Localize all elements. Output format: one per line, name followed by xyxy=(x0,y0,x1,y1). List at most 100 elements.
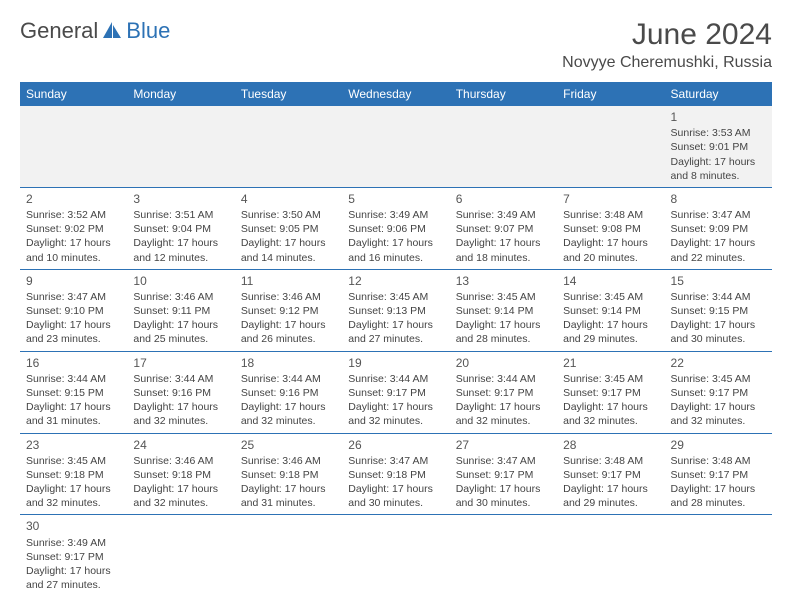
day-number: 3 xyxy=(133,191,228,207)
sunset-text: Sunset: 9:05 PM xyxy=(241,222,336,236)
sunset-text: Sunset: 9:17 PM xyxy=(456,468,551,482)
day-number: 21 xyxy=(563,355,658,371)
sunset-text: Sunset: 9:18 PM xyxy=(26,468,121,482)
calendar-cell: 26Sunrise: 3:47 AMSunset: 9:18 PMDayligh… xyxy=(342,433,449,515)
calendar-cell: 17Sunrise: 3:44 AMSunset: 9:16 PMDayligh… xyxy=(127,351,234,433)
location: Novyye Cheremushki, Russia xyxy=(562,54,772,72)
daylight-text: Daylight: 17 hours and 31 minutes. xyxy=(26,400,121,428)
calendar-cell: 27Sunrise: 3:47 AMSunset: 9:17 PMDayligh… xyxy=(450,433,557,515)
daylight-text: Daylight: 17 hours and 16 minutes. xyxy=(348,236,443,264)
day-number: 26 xyxy=(348,437,443,453)
daylight-text: Daylight: 17 hours and 26 minutes. xyxy=(241,318,336,346)
calendar-cell: 8Sunrise: 3:47 AMSunset: 9:09 PMDaylight… xyxy=(665,187,772,269)
calendar-cell: 7Sunrise: 3:48 AMSunset: 9:08 PMDaylight… xyxy=(557,187,664,269)
sunrise-text: Sunrise: 3:48 AM xyxy=(671,454,766,468)
calendar-cell: 9Sunrise: 3:47 AMSunset: 9:10 PMDaylight… xyxy=(20,269,127,351)
logo-text-blue: Blue xyxy=(126,18,170,44)
calendar-cell: 16Sunrise: 3:44 AMSunset: 9:15 PMDayligh… xyxy=(20,351,127,433)
weekday-header: Tuesday xyxy=(235,82,342,106)
sunrise-text: Sunrise: 3:44 AM xyxy=(348,372,443,386)
sunset-text: Sunset: 9:15 PM xyxy=(671,304,766,318)
calendar-cell xyxy=(342,106,449,187)
calendar-cell: 18Sunrise: 3:44 AMSunset: 9:16 PMDayligh… xyxy=(235,351,342,433)
calendar-cell: 30 Sunrise: 3:49 AMSunset: 9:17 PMDayligh… xyxy=(20,515,127,596)
calendar-cell: 25Sunrise: 3:46 AMSunset: 9:18 PMDayligh… xyxy=(235,433,342,515)
daylight-text: Daylight: 17 hours and 30 minutes. xyxy=(671,318,766,346)
day-number: 16 xyxy=(26,355,121,371)
sunrise-text: Sunrise: 3:44 AM xyxy=(26,372,121,386)
day-number: 6 xyxy=(456,191,551,207)
calendar-cell xyxy=(127,106,234,187)
calendar-cell: 20Sunrise: 3:44 AMSunset: 9:17 PMDayligh… xyxy=(450,351,557,433)
day-number: 2 xyxy=(26,191,121,207)
calendar-cell xyxy=(450,106,557,187)
calendar-cell xyxy=(557,106,664,187)
daylight-text: Daylight: 17 hours and 29 minutes. xyxy=(563,318,658,346)
calendar-cell: 3Sunrise: 3:51 AMSunset: 9:04 PMDaylight… xyxy=(127,187,234,269)
calendar-row: 9Sunrise: 3:47 AMSunset: 9:10 PMDaylight… xyxy=(20,269,772,351)
sunrise-text: Sunrise: 3:46 AM xyxy=(241,454,336,468)
calendar-row: 2Sunrise: 3:52 AMSunset: 9:02 PMDaylight… xyxy=(20,187,772,269)
sunset-text: Sunset: 9:14 PM xyxy=(456,304,551,318)
day-number: 29 xyxy=(671,437,766,453)
sunset-text: Sunset: 9:16 PM xyxy=(241,386,336,400)
sunrise-text: Sunrise: 3:47 AM xyxy=(26,290,121,304)
day-number: 12 xyxy=(348,273,443,289)
daylight-text: Daylight: 17 hours and 14 minutes. xyxy=(241,236,336,264)
day-number: 14 xyxy=(563,273,658,289)
sunset-text: Sunset: 9:18 PM xyxy=(348,468,443,482)
calendar-cell: 1Sunrise: 3:53 AMSunset: 9:01 PMDaylight… xyxy=(665,106,772,187)
sunrise-text: Sunrise: 3:44 AM xyxy=(456,372,551,386)
sunrise-text: Sunrise: 3:49 AM xyxy=(456,208,551,222)
header: General Blue June 2024 Novyye Cheremushk… xyxy=(20,18,772,72)
day-number: 11 xyxy=(241,273,336,289)
sunrise-text: Sunrise: 3:53 AM xyxy=(671,126,766,140)
calendar-cell: 29Sunrise: 3:48 AMSunset: 9:17 PMDayligh… xyxy=(665,433,772,515)
sunrise-text: Sunrise: 3:48 AM xyxy=(563,208,658,222)
sunrise-text: Sunrise: 3:46 AM xyxy=(241,290,336,304)
sunrise-text: Sunrise: 3:44 AM xyxy=(133,372,228,386)
calendar-cell xyxy=(235,106,342,187)
sunrise-text: Sunrise: 3:45 AM xyxy=(671,372,766,386)
sunrise-text: Sunrise: 3:47 AM xyxy=(348,454,443,468)
daylight-text: Daylight: 17 hours and 22 minutes. xyxy=(671,236,766,264)
sunrise-text: Sunrise: 3:45 AM xyxy=(348,290,443,304)
day-number: 18 xyxy=(241,355,336,371)
day-number: 1 xyxy=(671,109,766,125)
daylight-text: Daylight: 17 hours and 23 minutes. xyxy=(26,318,121,346)
daylight-text: Daylight: 17 hours and 27 minutes. xyxy=(26,564,121,592)
calendar-cell: 19Sunrise: 3:44 AMSunset: 9:17 PMDayligh… xyxy=(342,351,449,433)
sunset-text: Sunset: 9:01 PM xyxy=(671,140,766,154)
sunrise-text: Sunrise: 3:49 AM xyxy=(26,536,121,550)
sunset-text: Sunset: 9:09 PM xyxy=(671,222,766,236)
day-number: 17 xyxy=(133,355,228,371)
daylight-text: Daylight: 17 hours and 32 minutes. xyxy=(348,400,443,428)
daylight-text: Daylight: 17 hours and 32 minutes. xyxy=(133,482,228,510)
daylight-text: Daylight: 17 hours and 32 minutes. xyxy=(456,400,551,428)
sunrise-text: Sunrise: 3:46 AM xyxy=(133,454,228,468)
sunrise-text: Sunrise: 3:45 AM xyxy=(456,290,551,304)
sunset-text: Sunset: 9:04 PM xyxy=(133,222,228,236)
daylight-text: Daylight: 17 hours and 32 minutes. xyxy=(241,400,336,428)
sunrise-text: Sunrise: 3:49 AM xyxy=(348,208,443,222)
sunset-text: Sunset: 9:17 PM xyxy=(671,386,766,400)
calendar-cell: 24Sunrise: 3:46 AMSunset: 9:18 PMDayligh… xyxy=(127,433,234,515)
day-number: 27 xyxy=(456,437,551,453)
sunrise-text: Sunrise: 3:46 AM xyxy=(133,290,228,304)
calendar-cell: 5Sunrise: 3:49 AMSunset: 9:06 PMDaylight… xyxy=(342,187,449,269)
title-block: June 2024 Novyye Cheremushki, Russia xyxy=(562,18,772,72)
day-number: 22 xyxy=(671,355,766,371)
calendar-cell: 12Sunrise: 3:45 AMSunset: 9:13 PMDayligh… xyxy=(342,269,449,351)
calendar-cell: 6Sunrise: 3:49 AMSunset: 9:07 PMDaylight… xyxy=(450,187,557,269)
day-number: 30 xyxy=(26,518,121,534)
sunset-text: Sunset: 9:17 PM xyxy=(26,550,121,564)
calendar-cell: 21Sunrise: 3:45 AMSunset: 9:17 PMDayligh… xyxy=(557,351,664,433)
sunset-text: Sunset: 9:13 PM xyxy=(348,304,443,318)
calendar-cell: 22Sunrise: 3:45 AMSunset: 9:17 PMDayligh… xyxy=(665,351,772,433)
day-number: 4 xyxy=(241,191,336,207)
calendar-row: 30 Sunrise: 3:49 AMSunset: 9:17 PMDayligh… xyxy=(20,515,772,596)
calendar-cell: 10Sunrise: 3:46 AMSunset: 9:11 PMDayligh… xyxy=(127,269,234,351)
sunrise-text: Sunrise: 3:47 AM xyxy=(671,208,766,222)
day-number: 19 xyxy=(348,355,443,371)
sunset-text: Sunset: 9:02 PM xyxy=(26,222,121,236)
